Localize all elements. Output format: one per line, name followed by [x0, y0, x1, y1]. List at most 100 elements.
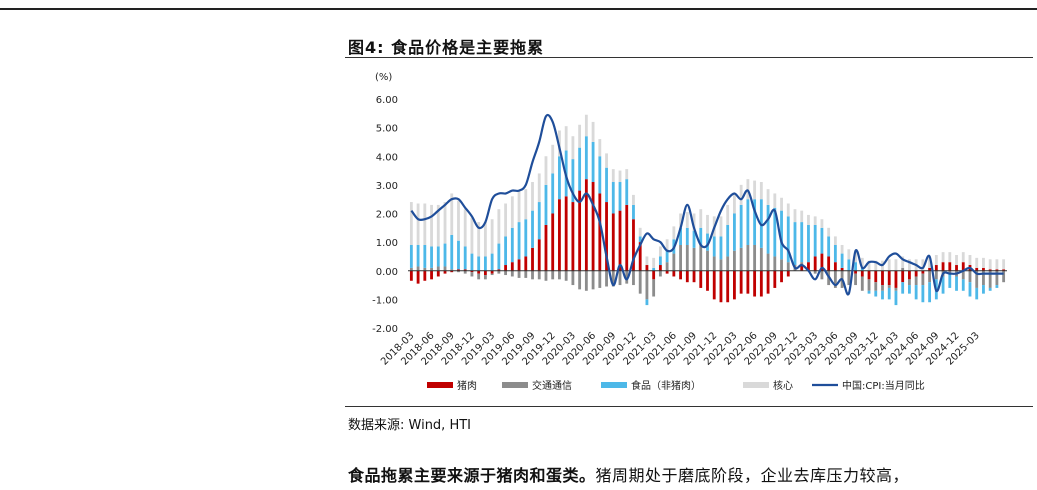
y-tick-label: 1.00: [376, 238, 398, 249]
bar-core: [786, 203, 790, 217]
bar-pork: [457, 269, 460, 271]
bar-core: [773, 193, 777, 208]
bar-core: [591, 121, 595, 142]
bar-core: [860, 257, 864, 268]
bar-core: [955, 255, 958, 266]
bar-transport: [961, 270, 965, 280]
bar-transport: [968, 270, 972, 283]
bar-food-ex-pork: [928, 282, 932, 303]
bar-transport: [739, 247, 743, 271]
bar-pork: [867, 270, 871, 280]
bar-food-ex-pork: [813, 224, 817, 257]
bar-core: [928, 257, 932, 268]
bar-core: [1002, 259, 1006, 270]
y-tick-label: -2.00: [372, 324, 398, 335]
bar-transport: [934, 270, 938, 280]
bar-food-ex-pork: [921, 285, 925, 303]
bar-transport: [537, 270, 541, 280]
bar-transport: [719, 259, 723, 271]
bar-core: [699, 209, 703, 228]
bar-transport: [551, 270, 555, 280]
bar-transport: [726, 256, 730, 271]
bar-food-ex-pork: [605, 167, 608, 203]
bar-transport: [591, 270, 595, 290]
bar-pork: [692, 270, 696, 283]
bar-transport: [490, 273, 494, 276]
bar-pork: [409, 270, 413, 281]
bar-pork: [726, 270, 730, 303]
bar-food-ex-pork: [719, 236, 723, 260]
bar-core: [840, 244, 844, 254]
bar-food-ex-pork: [827, 236, 831, 257]
bar-transport: [786, 262, 790, 271]
bar-food-ex-pork: [881, 290, 884, 300]
bar-pork: [840, 267, 844, 271]
bar-food-ex-pork: [645, 299, 649, 306]
bar-food-ex-pork: [733, 213, 736, 251]
bar-transport: [598, 270, 602, 288]
cpi-line: [410, 113, 1004, 296]
bar-food-ex-pork: [726, 224, 730, 257]
bar-core: [807, 214, 810, 225]
bar-pork: [914, 270, 918, 277]
bar-pork: [510, 262, 514, 271]
bar-core: [490, 219, 494, 254]
bar-food-ex-pork: [618, 182, 622, 211]
bar-transport: [544, 270, 548, 281]
bar-pork: [995, 269, 999, 271]
bar-transport: [564, 270, 568, 281]
bar-transport: [800, 262, 804, 266]
bar-pork: [854, 270, 857, 274]
bar-pork: [551, 213, 555, 271]
bar-pork: [901, 270, 905, 283]
bar-pork: [598, 193, 602, 271]
bar-core: [483, 222, 487, 257]
bar-food-ex-pork: [584, 136, 588, 180]
bar-transport: [894, 287, 898, 291]
bar-food-ex-pork: [807, 224, 810, 263]
bar-core: [457, 200, 460, 241]
bar-transport: [1002, 270, 1006, 283]
y-tick-label: 0.00: [376, 267, 398, 278]
data-source: 数据来源: Wind, HTI: [348, 418, 471, 433]
bar-food-ex-pork: [470, 253, 474, 271]
bar-core: [793, 209, 797, 223]
bar-transport: [430, 267, 433, 271]
bar-pork: [578, 190, 582, 271]
figure-title: 图4: 食品价格是主要拖累: [348, 38, 545, 57]
bar-core: [430, 204, 433, 247]
bar-core: [524, 189, 528, 220]
bar-food-ex-pork: [840, 253, 844, 268]
bar-pork: [544, 224, 548, 271]
bar-core: [497, 209, 501, 244]
bar-core: [854, 252, 857, 263]
bar-pork: [706, 270, 709, 291]
bar-food-ex-pork: [430, 246, 433, 268]
bar-core: [504, 203, 508, 237]
y-tick-label: 5.00: [376, 124, 398, 135]
bar-pork: [564, 196, 568, 271]
bar-core: [746, 179, 750, 200]
bar-transport: [685, 244, 689, 271]
bar-transport: [409, 267, 413, 271]
cpi-chart: (%) -2.00 -1.00 0.00 1.00 2.00 3.00 4.00 5.00 6.0…: [372, 72, 1007, 392]
bar-core: [517, 190, 521, 223]
bar-food-ex-pork: [706, 233, 709, 251]
bar-pork: [463, 269, 467, 271]
bar-transport: [558, 270, 561, 280]
bar-food-ex-pork: [780, 210, 783, 260]
bar-pork: [524, 256, 528, 271]
bar-transport: [578, 270, 582, 290]
bar-food-ex-pork: [833, 244, 837, 263]
body-paragraph-bold: 食品拖累主要来源于猪肉和蛋类。: [348, 466, 596, 485]
bar-core: [827, 227, 831, 237]
bar-pork: [450, 270, 454, 273]
bar-core: [679, 213, 682, 228]
bar-core: [867, 260, 871, 271]
bar-food-ex-pork: [423, 244, 427, 268]
bar-transport: [632, 270, 635, 286]
bar-core: [847, 249, 851, 260]
bar-food-ex-pork: [746, 199, 750, 245]
bar-pork: [907, 270, 911, 280]
bar-core: [436, 204, 440, 247]
